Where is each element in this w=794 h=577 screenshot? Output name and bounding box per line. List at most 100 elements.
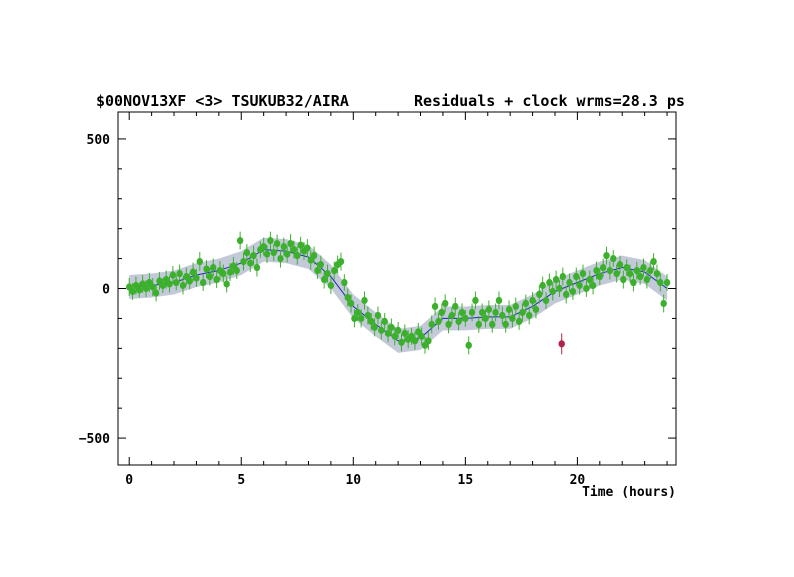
residual-point-marker — [428, 320, 435, 328]
residual-point-marker — [573, 272, 580, 281]
residual-point — [314, 262, 321, 279]
residual-point-marker — [610, 254, 617, 263]
residual-point — [223, 275, 230, 293]
residual-point-marker — [613, 269, 620, 278]
residual-point — [401, 324, 409, 343]
residual-point — [152, 284, 160, 302]
residual-point-marker — [152, 289, 160, 297]
residual-point-marker — [189, 268, 197, 276]
residual-point-marker — [566, 278, 573, 287]
residual-point — [243, 244, 251, 261]
residual-point-marker — [650, 257, 657, 266]
residual-point — [310, 246, 318, 265]
y-tick-label: −500 — [79, 432, 110, 447]
residual-point-marker — [277, 254, 284, 263]
residual-point — [613, 264, 620, 283]
residual-point — [468, 303, 476, 322]
residual-point-marker — [250, 251, 257, 260]
residual-point — [542, 292, 550, 309]
residual-point — [441, 294, 449, 313]
residual-point-marker — [532, 305, 540, 314]
residual-point-marker — [273, 240, 281, 248]
residual-point-marker — [391, 332, 398, 340]
residual-point — [640, 258, 647, 277]
residual-point — [495, 291, 503, 310]
residual-point-marker — [263, 250, 271, 258]
residual-point-marker — [344, 293, 351, 302]
residual-point-marker — [583, 284, 590, 293]
residual-point — [549, 282, 556, 301]
residual-point — [294, 246, 301, 265]
residual-points — [126, 231, 671, 355]
residual-point — [445, 315, 452, 334]
residual-point-marker — [542, 296, 550, 305]
residual-point — [489, 316, 496, 333]
residual-point — [606, 261, 614, 280]
residual-point-marker — [549, 287, 556, 296]
residual-point — [569, 283, 577, 300]
residual-point — [236, 231, 244, 250]
residual-point — [260, 237, 267, 256]
residual-point — [620, 270, 627, 289]
residual-point-marker — [260, 243, 267, 251]
residual-point — [169, 266, 177, 285]
residual-point — [482, 309, 489, 328]
residual-point — [280, 237, 288, 256]
residual-point-marker — [435, 317, 442, 326]
residual-point-marker — [492, 308, 499, 317]
residual-point-marker — [411, 337, 419, 345]
residual-point-marker — [213, 275, 220, 284]
residual-point — [206, 267, 214, 286]
residual-point-marker — [374, 311, 382, 320]
residual-point-marker — [539, 281, 546, 290]
residual-point-marker — [472, 296, 479, 305]
residual-point — [431, 297, 439, 316]
residual-point-marker — [270, 249, 277, 257]
residual-point-marker — [441, 299, 449, 308]
residual-point — [536, 285, 543, 304]
residual-point-marker — [465, 341, 472, 349]
residual-point — [398, 333, 405, 352]
residual-point — [586, 270, 593, 289]
residual-point — [233, 262, 240, 279]
residual-point — [189, 262, 197, 282]
residual-point-marker — [522, 299, 530, 308]
residual-point — [502, 316, 509, 333]
residual-point-marker — [576, 281, 583, 290]
residual-point-marker — [176, 269, 183, 278]
residual-point-marker — [371, 323, 378, 331]
residual-point — [418, 327, 425, 346]
residual-point — [213, 271, 220, 288]
residual-point — [566, 273, 573, 292]
residual-point-marker — [640, 263, 647, 272]
residual-point — [371, 318, 378, 337]
residual-point-marker — [633, 266, 640, 275]
residual-point-marker — [418, 332, 425, 340]
x-tick-label: 0 — [125, 473, 133, 488]
residual-point — [499, 306, 506, 325]
residual-point — [603, 246, 610, 265]
residual-point-marker — [515, 317, 523, 326]
residual-point-marker — [378, 326, 385, 334]
residual-point-marker — [203, 265, 210, 273]
residual-point — [643, 270, 651, 289]
residual-point-marker — [596, 272, 604, 281]
residual-point-marker — [388, 323, 395, 331]
residual-point-marker — [364, 311, 372, 320]
residual-point-marker — [149, 283, 156, 291]
residual-point-marker — [129, 287, 136, 296]
residual-point-marker — [478, 308, 486, 317]
outlier-point-marker — [558, 340, 565, 348]
residual-point-marker — [603, 251, 610, 260]
residual-point-marker — [536, 290, 543, 299]
residual-point — [475, 316, 482, 333]
residual-point — [142, 280, 150, 297]
residual-point — [283, 245, 291, 263]
residual-point-marker — [647, 266, 654, 275]
residual-point — [267, 231, 274, 250]
residual-point-marker — [320, 275, 328, 284]
residual-point-marker — [552, 275, 560, 284]
residual-point — [579, 264, 587, 283]
residual-point-marker — [297, 241, 304, 249]
residual-point — [660, 294, 667, 313]
